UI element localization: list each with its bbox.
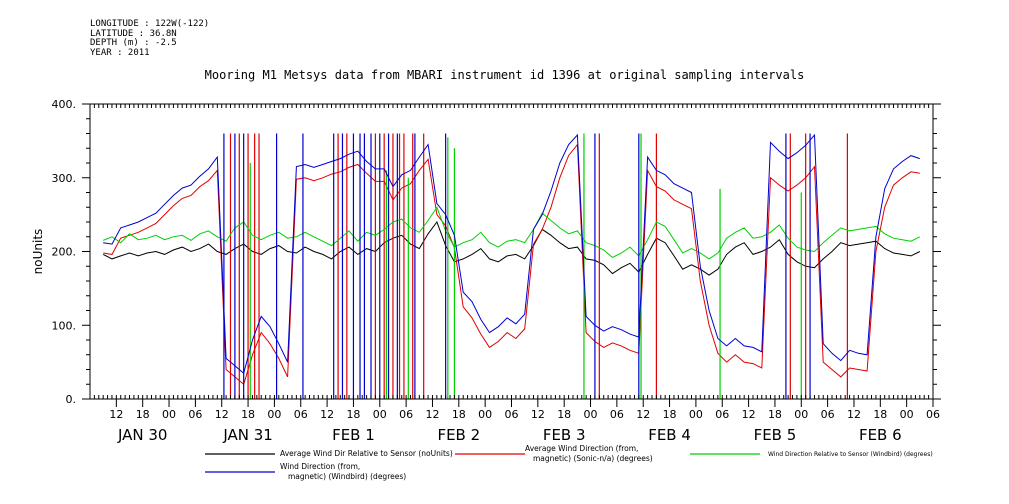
location-metadata: LONGITUDE : 122W(-122) LATITUDE : 36.8N … (90, 19, 210, 58)
y-tick-label: 200. (52, 246, 77, 259)
x-hour-tick-label: 06 (610, 408, 624, 421)
legend-label-3: Wind Direction Relative to Sensor (Windb… (768, 451, 933, 458)
legend-label-2: Average Wind Direction (from, (525, 444, 638, 453)
x-hour-tick-label: 12 (109, 408, 123, 421)
x-day-label: FEB 1 (332, 426, 375, 444)
depth-text: DEPTH (m) : -2.5 (90, 38, 177, 48)
y-tick-label: 400. (52, 98, 77, 111)
x-hour-tick-label: 06 (505, 408, 519, 421)
x-hour-tick-label: 00 (689, 408, 703, 421)
latitude-text: LATITUDE : 36.8N (90, 28, 177, 39)
x-hour-tick-label: 12 (531, 408, 545, 421)
x-hour-tick-label: 00 (794, 408, 808, 421)
x-hour-tick-label: 00 (478, 408, 492, 421)
x-hour-tick-label: 18 (346, 408, 360, 421)
x-hour-tick-label: 18 (663, 408, 677, 421)
x-hour-tick-label: 12 (847, 408, 861, 421)
y-axis-label: noUnits (31, 229, 45, 275)
x-hour-tick-label: 12 (320, 408, 334, 421)
x-hour-tick-label: 06 (399, 408, 413, 421)
x-hour-tick-label: 18 (136, 408, 150, 421)
year-text: YEAR : 2011 (90, 47, 150, 58)
legend-label-1: Average Wind Dir Relative to Sensor (noU… (280, 449, 453, 458)
x-day-label: FEB 2 (437, 426, 480, 444)
x-day-label: FEB 3 (543, 426, 586, 444)
legend-label-4: magnetic) (Windbird) (degrees) (288, 472, 406, 481)
x-hour-tick-label: 18 (452, 408, 466, 421)
x-hour-tick-label: 18 (557, 408, 571, 421)
longitude-text: LONGITUDE : 122W(-122) (90, 19, 210, 29)
x-day-label: FEB 6 (859, 426, 902, 444)
x-hour-tick-label: 00 (373, 408, 387, 421)
x-hour-tick-label: 00 (162, 408, 176, 421)
x-hour-tick-label: 06 (294, 408, 308, 421)
x-hour-tick-label: 06 (926, 408, 940, 421)
legend-label-4: Wind Direction (from, (280, 462, 360, 471)
series-line-1 (102, 220, 921, 276)
legend-label-2: magnetic) (Sonic-n/a) (degrees) (533, 454, 653, 463)
x-day-label: JAN 30 (117, 426, 168, 444)
x-hour-tick-label: 06 (188, 408, 202, 421)
x-hour-tick-label: 12 (425, 408, 439, 421)
y-tick-label: 0. (66, 393, 77, 406)
x-hour-tick-label: 00 (900, 408, 914, 421)
x-hour-tick-label: 12 (215, 408, 229, 421)
x-hour-tick-label: 00 (267, 408, 281, 421)
series-line-4 (103, 133, 920, 375)
x-hour-tick-label: 06 (715, 408, 729, 421)
x-day-label: FEB 5 (754, 426, 797, 444)
series-line-3 (103, 206, 921, 260)
x-hour-tick-label: 18 (768, 408, 782, 421)
x-day-label: FEB 4 (648, 426, 691, 444)
x-hour-tick-label: 12 (636, 408, 650, 421)
chart-title: Mooring M1 Metsys data from MBARI instru… (204, 68, 805, 82)
x-hour-tick-label: 00 (584, 408, 598, 421)
plot-frame (89, 103, 934, 400)
y-tick-label: 100. (52, 319, 77, 332)
x-hour-tick-label: 18 (873, 408, 887, 421)
y-tick-label: 300. (52, 172, 77, 185)
x-hour-tick-label: 06 (821, 408, 835, 421)
x-hour-tick-label: 18 (241, 408, 255, 421)
x-hour-tick-label: 12 (742, 408, 756, 421)
x-day-label: JAN 31 (222, 426, 273, 444)
